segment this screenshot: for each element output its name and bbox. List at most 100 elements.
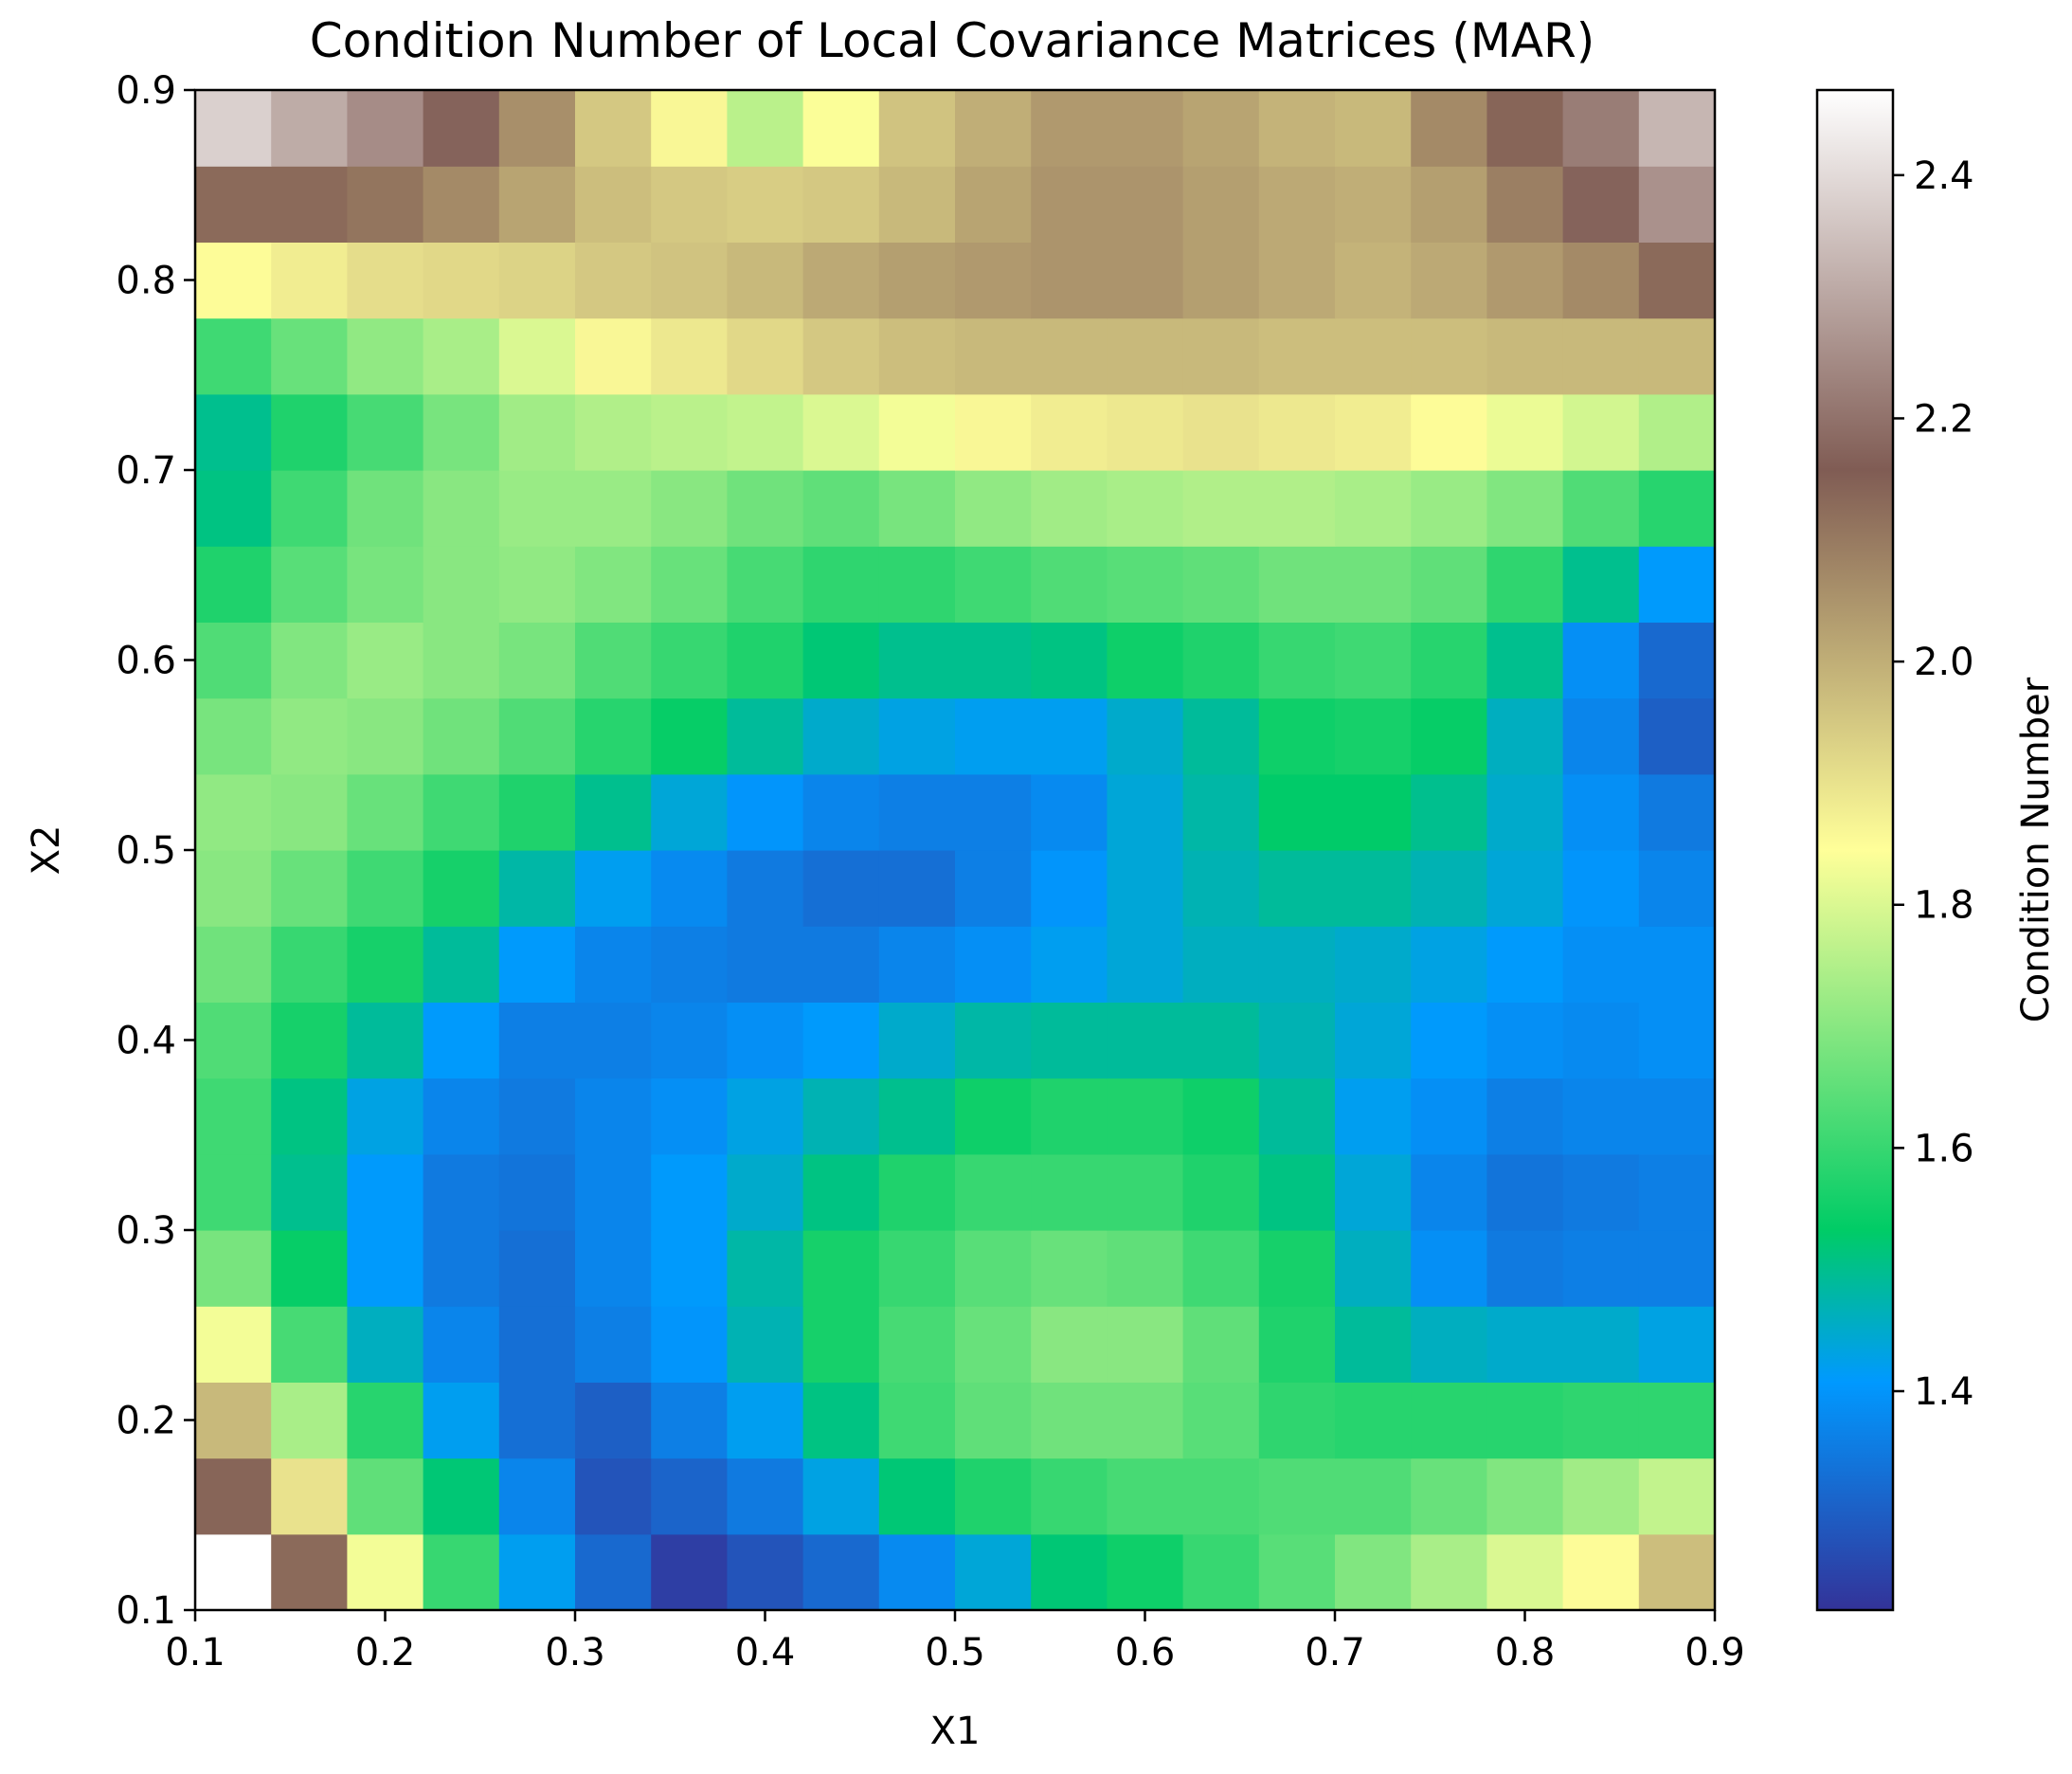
heatmap-cell	[1486, 697, 1564, 775]
heatmap-cell	[651, 90, 728, 167]
heatmap-cell	[1335, 1230, 1412, 1307]
heatmap-cell	[575, 317, 652, 395]
heatmap-cell	[1562, 1306, 1640, 1383]
heatmap-cell	[1335, 317, 1412, 395]
heatmap-cell	[727, 1077, 804, 1155]
heatmap-cell	[1258, 242, 1336, 319]
heatmap-cell	[1335, 166, 1412, 243]
heatmap-cell	[1258, 90, 1336, 167]
heatmap-cell	[1182, 697, 1260, 775]
heatmap-cell	[727, 166, 804, 243]
x-tick-label: 0.1	[165, 1631, 225, 1674]
heatmap-cell	[1258, 1230, 1336, 1307]
heatmap-cell	[802, 546, 880, 623]
y-tick-label: 0.1	[116, 1589, 176, 1633]
heatmap-cell	[347, 926, 424, 1003]
heatmap-cell	[1486, 773, 1564, 851]
heatmap-cell	[347, 1230, 424, 1307]
heatmap-cell	[271, 166, 348, 243]
heatmap-cell	[195, 90, 272, 167]
heatmap-cell	[802, 393, 880, 471]
heatmap-cell	[878, 90, 956, 167]
heatmap-cell	[1258, 393, 1336, 471]
heatmap-cell	[1638, 242, 1716, 319]
heatmap-cell	[651, 1153, 728, 1231]
heatmap-cell	[802, 90, 880, 167]
heatmap-cell	[802, 1230, 880, 1307]
heatmap-cell	[1335, 393, 1412, 471]
heatmap-cell	[423, 90, 500, 167]
heatmap-cell	[498, 697, 576, 775]
colorbar-tick-label: 2.4	[1914, 154, 1974, 198]
heatmap-cell	[802, 697, 880, 775]
heatmap-cell	[1031, 166, 1108, 243]
heatmap-cell	[575, 470, 652, 547]
heatmap-cell	[498, 1457, 576, 1535]
heatmap-cell	[498, 850, 576, 927]
heatmap-cell	[802, 1382, 880, 1459]
heatmap-cell	[651, 317, 728, 395]
heatmap-cell	[1486, 166, 1564, 243]
heatmap-cell	[1638, 546, 1716, 623]
heatmap-cell	[651, 470, 728, 547]
heatmap-cell	[423, 622, 500, 699]
x-tick-label: 0.7	[1305, 1631, 1365, 1674]
heatmap-cell	[1411, 697, 1487, 775]
heatmap-cell	[878, 317, 956, 395]
heatmap-cell	[498, 546, 576, 623]
heatmap-cell	[195, 317, 272, 395]
heatmap-cell	[651, 622, 728, 699]
heatmap-cell	[575, 1457, 652, 1535]
chart-title: Condition Number of Local Covariance Mat…	[310, 13, 1595, 68]
heatmap-cell	[1335, 1306, 1412, 1383]
heatmap-cell	[1411, 1457, 1487, 1535]
heatmap-cell	[1638, 90, 1716, 167]
heatmap-cell	[727, 1230, 804, 1307]
heatmap-cell	[1335, 242, 1412, 319]
heatmap-cell	[423, 317, 500, 395]
heatmap-cell	[347, 242, 424, 319]
heatmap-cell	[1182, 393, 1260, 471]
heatmap-cell	[1638, 850, 1716, 927]
heatmap-cell	[1031, 317, 1108, 395]
heatmap-cell	[1107, 622, 1184, 699]
heatmap-cell	[1638, 773, 1716, 851]
colorbar-ticks: 1.4 1.6 1.8 2.0 2.2 2.4	[1893, 154, 1974, 1414]
heatmap-cell	[1411, 773, 1487, 851]
heatmap-cell	[1411, 317, 1487, 395]
heatmap-cell	[727, 850, 804, 927]
heatmap-cell	[575, 1230, 652, 1307]
heatmap-cell	[1335, 546, 1412, 623]
heatmap-cell	[195, 850, 272, 927]
heatmap-cell	[1486, 926, 1564, 1003]
heatmap-cell	[1031, 1533, 1108, 1611]
heatmap-cell	[1486, 1306, 1564, 1383]
heatmap-cell	[423, 470, 500, 547]
heatmap-cell	[1486, 850, 1564, 927]
x-tick-label: 0.9	[1685, 1631, 1745, 1674]
heatmap-cell	[878, 1533, 956, 1611]
y-tick-label: 0.6	[116, 640, 176, 683]
heatmap-cell	[955, 242, 1032, 319]
heatmap-cell	[1486, 1382, 1564, 1459]
heatmap-cell	[195, 1230, 272, 1307]
heatmap-cell	[1107, 1153, 1184, 1231]
heatmap-cell	[195, 393, 272, 471]
heatmap-cell	[347, 1002, 424, 1079]
heatmap-cell	[1638, 1306, 1716, 1383]
heatmap-cell	[651, 1457, 728, 1535]
heatmap-cell	[878, 166, 956, 243]
x-tick-label: 0.2	[355, 1631, 416, 1674]
heatmap-cell	[727, 1533, 804, 1611]
heatmap-cell	[195, 470, 272, 547]
heatmap-cell	[651, 926, 728, 1003]
heatmap-cell	[1335, 926, 1412, 1003]
heatmap-cell	[727, 470, 804, 547]
heatmap-cell	[955, 90, 1032, 167]
heatmap-cell	[423, 1002, 500, 1079]
heatmap-cell	[1182, 622, 1260, 699]
heatmap-cell	[347, 166, 424, 243]
heatmap-cell	[1335, 1002, 1412, 1079]
heatmap-cell	[1258, 1077, 1336, 1155]
